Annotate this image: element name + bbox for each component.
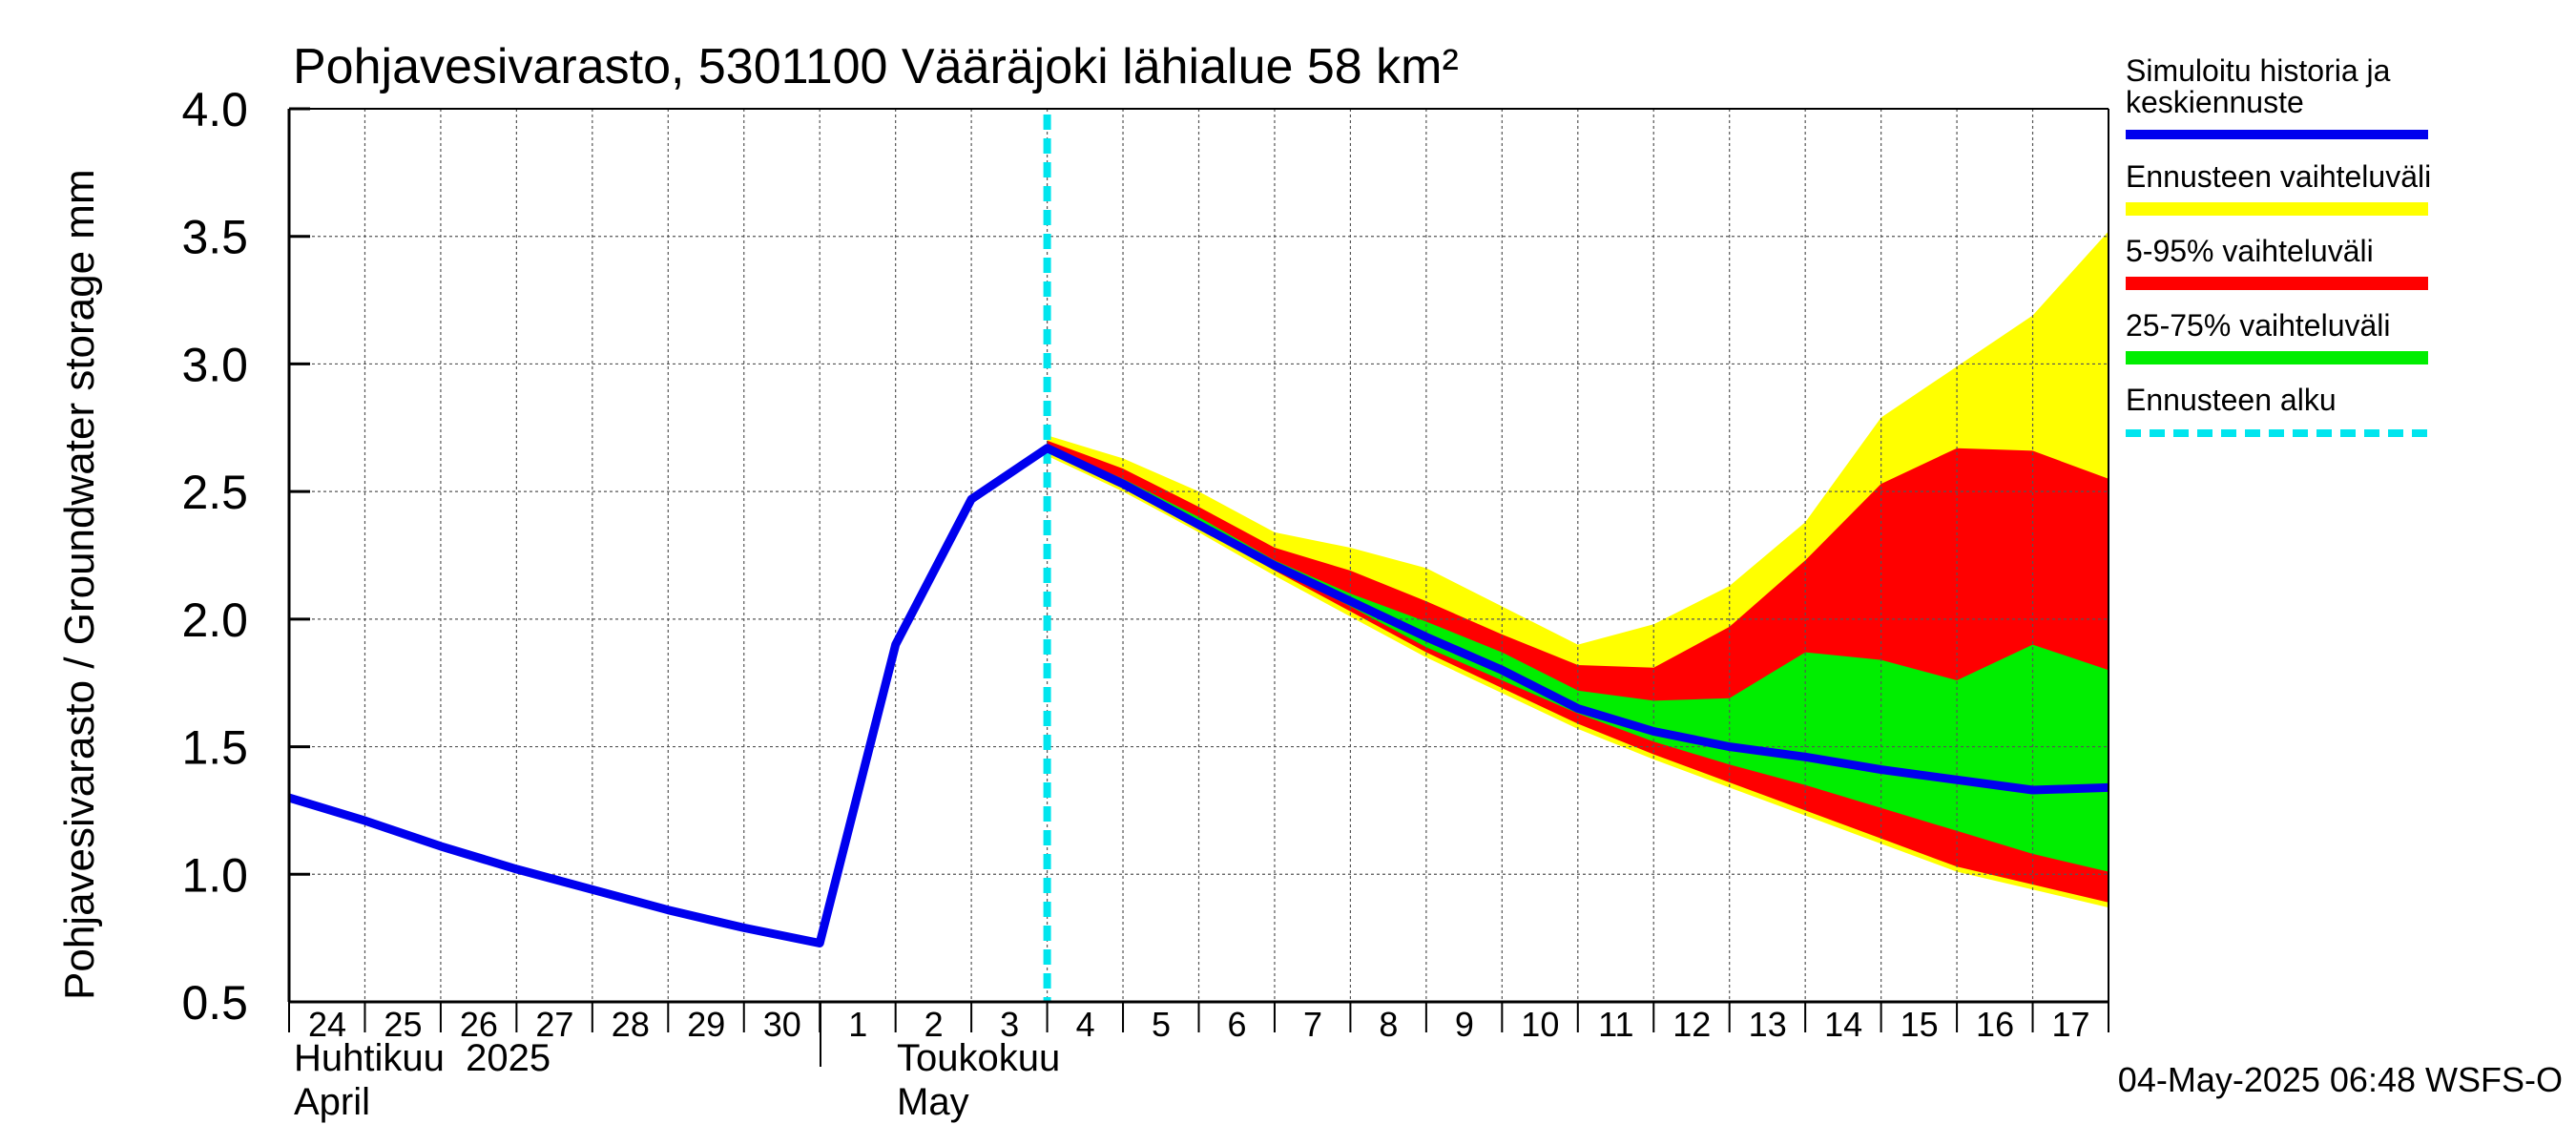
month-label-may-en: May (897, 1081, 969, 1123)
x-tick-label: 12 (1672, 1005, 1711, 1044)
x-tick-label: 14 (1824, 1005, 1862, 1044)
chart-title: Pohjavesivarasto, 5301100 Vääräjoki lähi… (293, 39, 1459, 94)
y-axis-label: Pohjavesivarasto / Groundwater storage m… (56, 169, 103, 1000)
legend-label-forecast-start: Ennusteen alku (2126, 383, 2337, 417)
x-tick-label: 16 (1976, 1005, 2014, 1044)
x-tick-label: 13 (1749, 1005, 1787, 1044)
legend-label-forecast-range: Ennusteen vaihteluväli (2126, 159, 2431, 194)
x-tick-label: 9 (1455, 1005, 1474, 1044)
x-tick-label: 7 (1303, 1005, 1322, 1044)
y-tick-label: 0.5 (181, 976, 248, 1030)
x-tick-label: 29 (687, 1005, 725, 1044)
legend: Simuloitu historia ja keskiennuste Ennus… (2126, 53, 2431, 437)
x-tick-label: 24 (308, 1005, 346, 1044)
x-tick-label: 3 (1000, 1005, 1019, 1044)
legend-label-25-75: 25-75% vaihteluväli (2126, 308, 2391, 343)
y-ticks: 0.5 1.0 1.5 2.0 2.5 3.0 3.5 4.0 (181, 83, 310, 1030)
x-tick-label: 30 (763, 1005, 801, 1044)
timestamp: 04-May-2025 06:48 WSFS-O (2118, 1060, 2563, 1099)
x-tick-label: 2 (924, 1005, 944, 1044)
y-tick-label: 4.0 (181, 83, 248, 136)
x-tick-label: 1 (848, 1005, 867, 1044)
series-line-simulated (287, 444, 2109, 947)
legend-label-simulated-line2: keskiennuste (2126, 85, 2304, 119)
x-tick-label: 4 (1076, 1005, 1095, 1044)
y-tick-label: 3.0 (181, 338, 248, 391)
x-tick-label: 26 (460, 1005, 498, 1044)
y-tick-label: 2.5 (181, 466, 248, 519)
x-tick-label: 27 (535, 1005, 573, 1044)
month-label-april-en: April (294, 1081, 370, 1123)
x-tick-label: 28 (612, 1005, 650, 1044)
x-tick-label: 10 (1521, 1005, 1559, 1044)
y-tick-label: 3.5 (181, 211, 248, 264)
main-series (287, 444, 2109, 947)
month-label-may-fi: Toukokuu (897, 1037, 1060, 1079)
x-tick-label: 6 (1227, 1005, 1246, 1044)
x-tick-label: 15 (1901, 1005, 1939, 1044)
x-tick-label: 5 (1152, 1005, 1171, 1044)
month-label-april-fi: Huhtikuu 2025 (294, 1037, 551, 1079)
x-tick-label: 11 (1598, 1005, 1633, 1044)
x-tick-label: 17 (2052, 1005, 2090, 1044)
legend-label-5-95: 5-95% vaihteluväli (2126, 234, 2374, 268)
x-tick-label: 25 (384, 1005, 422, 1044)
y-tick-label: 1.0 (181, 848, 248, 902)
y-tick-label: 2.0 (181, 593, 248, 647)
y-tick-label: 1.5 (181, 721, 248, 775)
x-tick-label: 8 (1379, 1005, 1398, 1044)
x-ticks: 24 25 26 27 28 29 30 1 2 3 4 5 6 7 8 9 10 11 12 13 14 15 16 17 (288, 1002, 2109, 1044)
legend-label-simulated-line1: Simuloitu historia ja (2126, 53, 2391, 88)
